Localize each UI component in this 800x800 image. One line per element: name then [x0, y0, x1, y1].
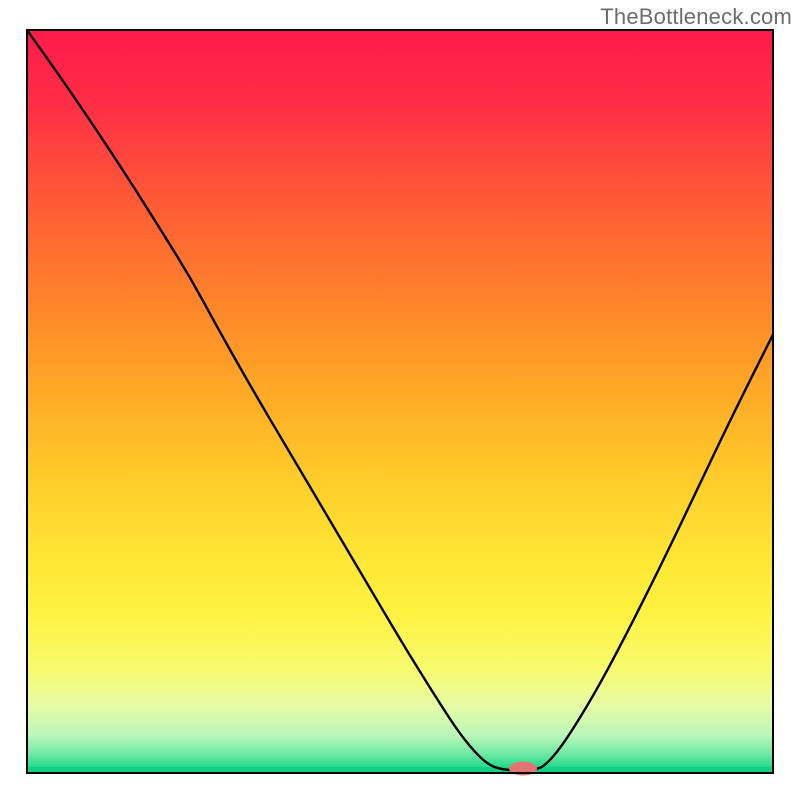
bottleneck-chart [0, 0, 800, 800]
gradient-background [27, 30, 773, 773]
watermark-text: TheBottleneck.com [600, 4, 792, 30]
chart-canvas: TheBottleneck.com [0, 0, 800, 800]
